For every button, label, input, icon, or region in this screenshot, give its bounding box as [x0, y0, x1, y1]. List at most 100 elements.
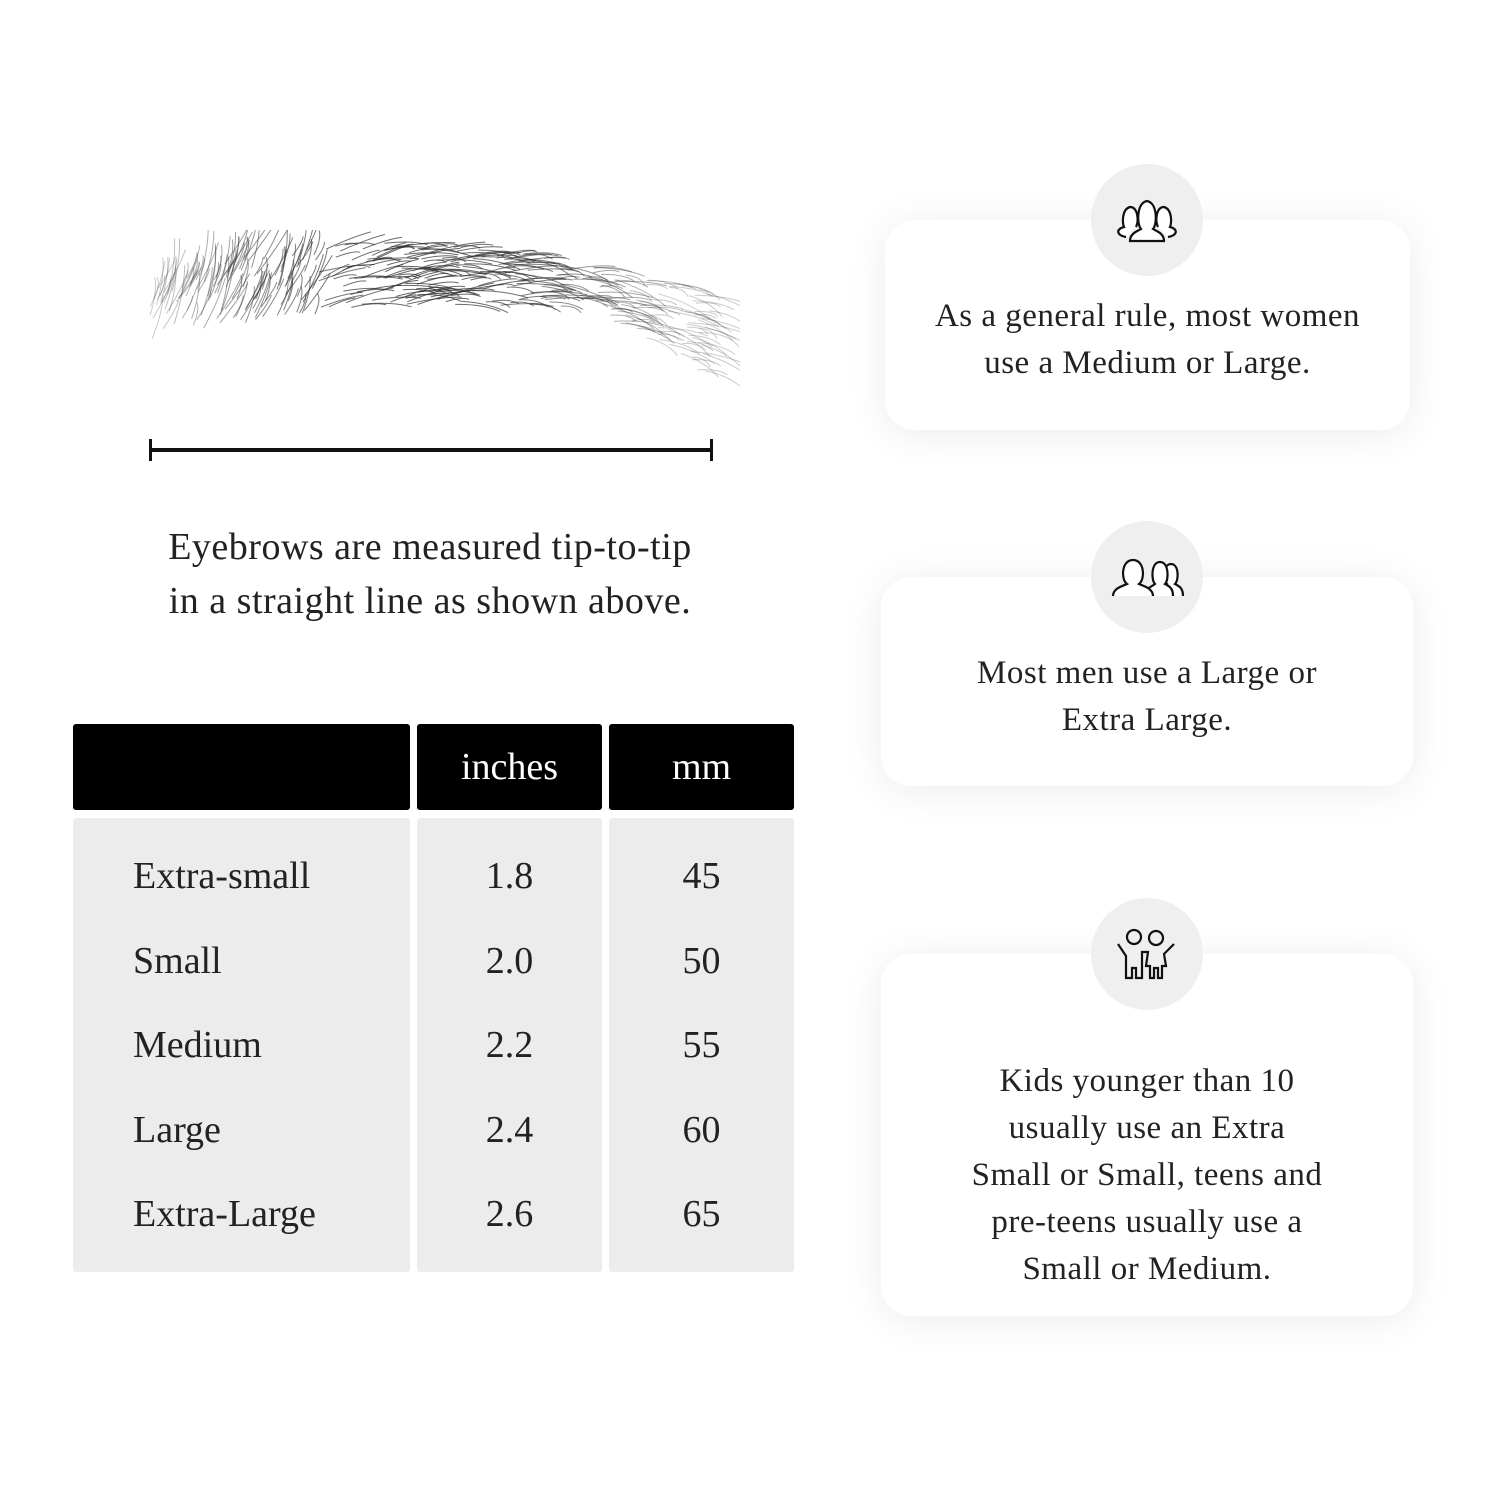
table-header-size — [73, 724, 410, 810]
eyebrow-hair — [181, 295, 193, 319]
eyebrow-hair — [160, 257, 169, 302]
eyebrow-hair — [566, 265, 616, 271]
eyebrow-hair — [189, 262, 200, 288]
eyebrow-hair — [276, 282, 289, 316]
eyebrow-hair — [236, 274, 243, 300]
eyebrow-hair — [423, 268, 463, 276]
eyebrow-hair — [648, 279, 679, 289]
eyebrow-hair — [614, 279, 649, 288]
eyebrow-hair — [599, 285, 624, 290]
eyebrow-hair — [521, 290, 573, 297]
measurement-caption: Eyebrows are measured tip-to-tip in a st… — [80, 520, 780, 628]
eyebrow-hair — [232, 242, 245, 272]
eyebrow-hair — [284, 288, 299, 315]
eyebrow-hair — [228, 240, 250, 282]
eyebrow-hair — [333, 274, 357, 280]
eyebrow-hair — [506, 286, 535, 294]
eyebrow-hair — [624, 314, 664, 335]
eyebrow-hair — [600, 300, 648, 307]
eyebrow-hair — [492, 299, 520, 305]
table-header-inches: inches — [417, 724, 602, 810]
eyebrow-hair — [186, 245, 201, 279]
eyebrow-hair — [427, 275, 486, 280]
eyebrow-hair — [643, 284, 668, 290]
eyebrow-hair — [301, 254, 333, 301]
eyebrow-hair — [694, 294, 740, 302]
eyebrow-hair — [287, 276, 294, 302]
eyebrow-hair — [213, 255, 222, 280]
eyebrow-hair — [635, 299, 669, 315]
eyebrow-hair — [410, 247, 461, 260]
eyebrow-hair — [601, 284, 626, 298]
eyebrow-hair — [302, 230, 314, 261]
eyebrow-hair — [667, 310, 719, 328]
eyebrow-hair — [518, 295, 547, 301]
eyebrow-hair — [686, 341, 714, 352]
eyebrow-hair — [185, 267, 195, 297]
eyebrow-hair — [253, 256, 264, 277]
eyebrow-hair — [230, 236, 240, 276]
eyebrow-hair — [386, 260, 412, 266]
eyebrow-hair — [551, 289, 583, 294]
eyebrow-hair — [421, 255, 458, 260]
eyebrow-hair — [428, 281, 459, 286]
table-cell-size: Extra-small — [133, 855, 311, 898]
measurement-line-end — [710, 439, 713, 461]
eyebrow-hair — [611, 308, 634, 313]
eyebrow-hair — [291, 259, 302, 282]
eyebrow-hair — [153, 277, 159, 299]
eyebrow-hair — [617, 307, 661, 324]
eyebrow-hair — [168, 267, 177, 312]
eyebrow-hair — [320, 294, 364, 308]
eyebrow-hair — [191, 273, 201, 320]
eyebrow-hair — [629, 290, 653, 302]
eyebrow-hair — [356, 288, 395, 293]
eyebrow-hair — [274, 248, 284, 276]
eyebrow-hair — [195, 255, 204, 281]
eyebrow-hair — [196, 288, 212, 321]
eyebrow-hair — [460, 252, 505, 257]
eyebrow-hair — [669, 286, 714, 297]
eyebrow-hair — [600, 273, 635, 282]
eyebrow-hair — [261, 257, 268, 290]
eyebrow-hair — [702, 353, 740, 371]
eyebrow-hair — [593, 266, 633, 273]
eyebrow-hair — [441, 257, 467, 263]
eyebrow-hair — [437, 282, 494, 300]
eyebrow-hair — [306, 230, 317, 251]
eyebrow-hair — [540, 296, 566, 300]
eyebrow-hair — [376, 243, 411, 258]
eyebrow-hair — [698, 289, 721, 301]
eyebrow-hair — [340, 234, 386, 252]
eyebrow-hair — [464, 263, 517, 272]
eyebrow-hair — [699, 327, 718, 340]
eyebrow-hair — [203, 277, 226, 329]
eyebrow-hair — [362, 236, 403, 250]
eyebrow-hair — [643, 314, 668, 326]
eyebrow-hair — [376, 275, 411, 280]
eyebrow-hair — [692, 300, 735, 311]
eyebrow-hair — [614, 320, 665, 327]
eyebrow-hair — [636, 327, 684, 342]
eyebrow-hair — [176, 259, 198, 303]
eyebrow-hair — [446, 255, 486, 262]
eyebrow-hair — [462, 266, 512, 279]
card-text: Extra Large. — [1061, 701, 1233, 738]
women-group-icon — [1091, 164, 1203, 276]
eyebrow-hair — [657, 327, 709, 337]
eyebrow-hair — [500, 303, 554, 307]
eyebrow-hair — [301, 276, 311, 314]
eyebrow-hair — [335, 251, 361, 258]
eyebrow-hair — [192, 302, 199, 326]
eyebrow-hair — [494, 273, 533, 284]
eyebrow-hair — [255, 268, 263, 299]
eyebrow-hair — [315, 241, 326, 261]
eyebrow-hair — [668, 343, 716, 365]
eyebrow-hair — [219, 260, 235, 315]
eyebrow-hair — [588, 277, 613, 287]
eyebrow-hair — [483, 280, 527, 290]
eyebrow-hair — [555, 274, 578, 279]
eyebrow-hair — [248, 230, 272, 261]
eyebrow-hair — [262, 278, 285, 318]
eyebrow-hair — [296, 274, 303, 297]
